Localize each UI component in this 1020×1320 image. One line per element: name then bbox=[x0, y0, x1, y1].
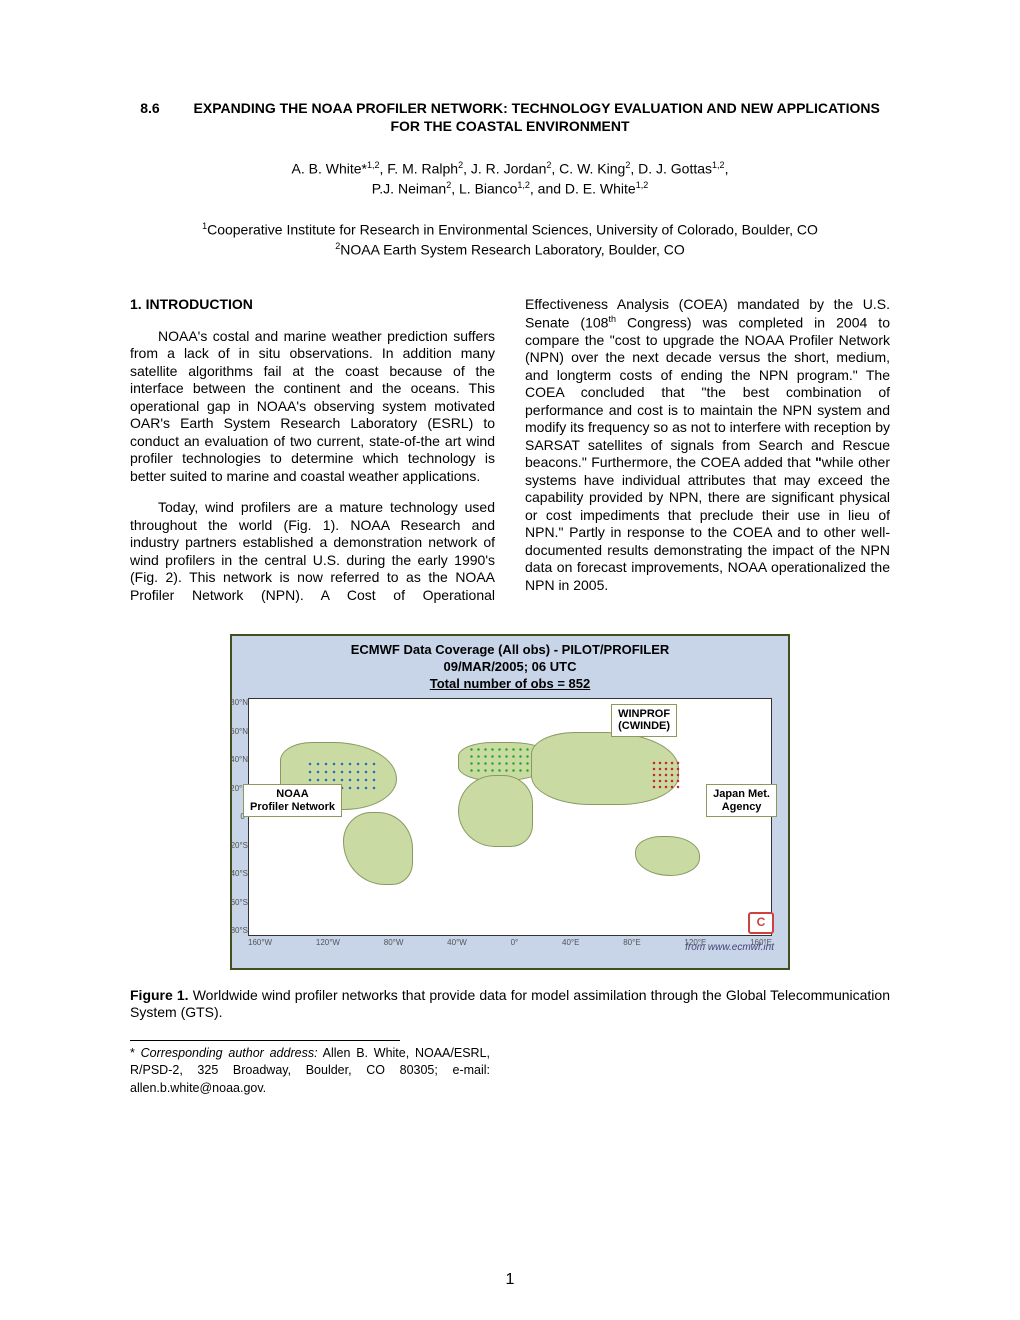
affil-sup: 1,2 bbox=[517, 180, 530, 190]
affil-sup: 1,2 bbox=[712, 160, 725, 170]
axis-tick: 40°W bbox=[447, 938, 467, 950]
figure-title-line: ECMWF Data Coverage (All obs) - PILOT/PR… bbox=[232, 642, 788, 659]
paper-title-block: 8.6 EXPANDING THE NOAA PROFILER NETWORK:… bbox=[130, 100, 890, 135]
figure-inner-title: ECMWF Data Coverage (All obs) - PILOT/PR… bbox=[232, 642, 788, 693]
figure-caption-label: Figure 1. bbox=[130, 987, 189, 1003]
author-text: , bbox=[725, 161, 729, 177]
author-text: A. B. White* bbox=[292, 161, 367, 177]
author-text: , and D. E. White bbox=[530, 181, 636, 197]
axis-tick: 120°W bbox=[316, 938, 340, 950]
body-text: Congress) was completed in 2004 to compa… bbox=[525, 314, 890, 470]
profiler-dots-jma bbox=[651, 760, 682, 788]
axis-tick: 80°N bbox=[230, 698, 248, 708]
author-text: , J. R. Jordan bbox=[463, 161, 546, 177]
continent bbox=[458, 775, 533, 848]
callout-text: (CWINDE) bbox=[618, 720, 670, 733]
callout-winprof: WINPROF (CWINDE) bbox=[611, 704, 677, 737]
paper-number: 8.6 bbox=[140, 100, 189, 118]
footnote-rule bbox=[130, 1040, 400, 1041]
page-number: 1 bbox=[0, 1270, 1020, 1290]
ordinal-sup: th bbox=[608, 314, 616, 324]
axis-tick: 40°S bbox=[231, 869, 248, 879]
body-text-bold: " bbox=[815, 454, 822, 470]
figure-credit: from www.ecmwf.int bbox=[685, 942, 774, 955]
affil-sup: 1,2 bbox=[367, 160, 380, 170]
continent bbox=[635, 836, 700, 876]
author-text: P.J. Neiman bbox=[372, 181, 446, 197]
affiliations: 1Cooperative Institute for Research in E… bbox=[130, 220, 890, 261]
callout-text: Profiler Network bbox=[250, 801, 335, 814]
axis-tick: 160°W bbox=[248, 938, 272, 950]
body-columns: 1. INTRODUCTION NOAA's costal and marine… bbox=[130, 296, 890, 606]
axis-tick: 60°S bbox=[231, 898, 248, 908]
axis-tick: 20°S bbox=[231, 841, 248, 851]
axis-tick: 80°W bbox=[384, 938, 404, 950]
callout-text: Agency bbox=[713, 801, 770, 814]
figure-title-line: Total number of obs = 852 bbox=[232, 676, 788, 693]
axis-tick: 60°N bbox=[230, 727, 248, 737]
affil-sup: 1,2 bbox=[636, 180, 649, 190]
section-heading: 1. INTRODUCTION bbox=[130, 296, 495, 314]
affiliation-line: Cooperative Institute for Research in En… bbox=[207, 221, 818, 237]
callout-jma: Japan Met. Agency bbox=[706, 784, 777, 817]
axis-tick: 40°N bbox=[230, 755, 248, 765]
affiliation-line: NOAA Earth System Research Laboratory, B… bbox=[340, 241, 684, 257]
callout-text: WINPROF bbox=[618, 708, 670, 721]
author-text: , C. W. King bbox=[551, 161, 625, 177]
author-text: , D. J. Gottas bbox=[630, 161, 712, 177]
body-text: while other systems have individual attr… bbox=[525, 454, 890, 593]
paper-title: EXPANDING THE NOAA PROFILER NETWORK: TEC… bbox=[194, 100, 880, 134]
callout-noaa: NOAA Profiler Network bbox=[243, 784, 342, 817]
callout-text: Japan Met. bbox=[713, 788, 770, 801]
callout-text: NOAA bbox=[250, 788, 335, 801]
corresponding-author-footnote: * Corresponding author address: Allen B.… bbox=[130, 1045, 490, 1098]
axis-tick: 0° bbox=[511, 938, 519, 950]
axis-tick: 80°E bbox=[623, 938, 640, 950]
axis-tick: 40°E bbox=[562, 938, 579, 950]
author-text: , L. Bianco bbox=[451, 181, 517, 197]
figure-title-line: 09/MAR/2005; 06 UTC bbox=[232, 659, 788, 676]
author-text: , F. M. Ralph bbox=[380, 161, 459, 177]
figure-1-image: ECMWF Data Coverage (All obs) - PILOT/PR… bbox=[230, 634, 790, 970]
figure-1: ECMWF Data Coverage (All obs) - PILOT/PR… bbox=[130, 634, 890, 975]
world-map: NOAA Profiler Network WINPROF (CWINDE) J… bbox=[248, 698, 772, 936]
axis-tick: 80°S bbox=[231, 926, 248, 936]
figure-caption-text: Worldwide wind profiler networks that pr… bbox=[130, 987, 890, 1021]
profiler-dots-winprof bbox=[468, 746, 531, 774]
figure-1-caption: Figure 1. Worldwide wind profiler networ… bbox=[130, 987, 890, 1022]
continent bbox=[343, 812, 413, 885]
body-paragraph: NOAA's costal and marine weather predict… bbox=[130, 328, 495, 486]
footnote-label: Corresponding author address: bbox=[135, 1046, 318, 1060]
logo-c-icon: C bbox=[748, 912, 774, 934]
authors: A. B. White*1,2, F. M. Ralph2, J. R. Jor… bbox=[130, 159, 890, 200]
